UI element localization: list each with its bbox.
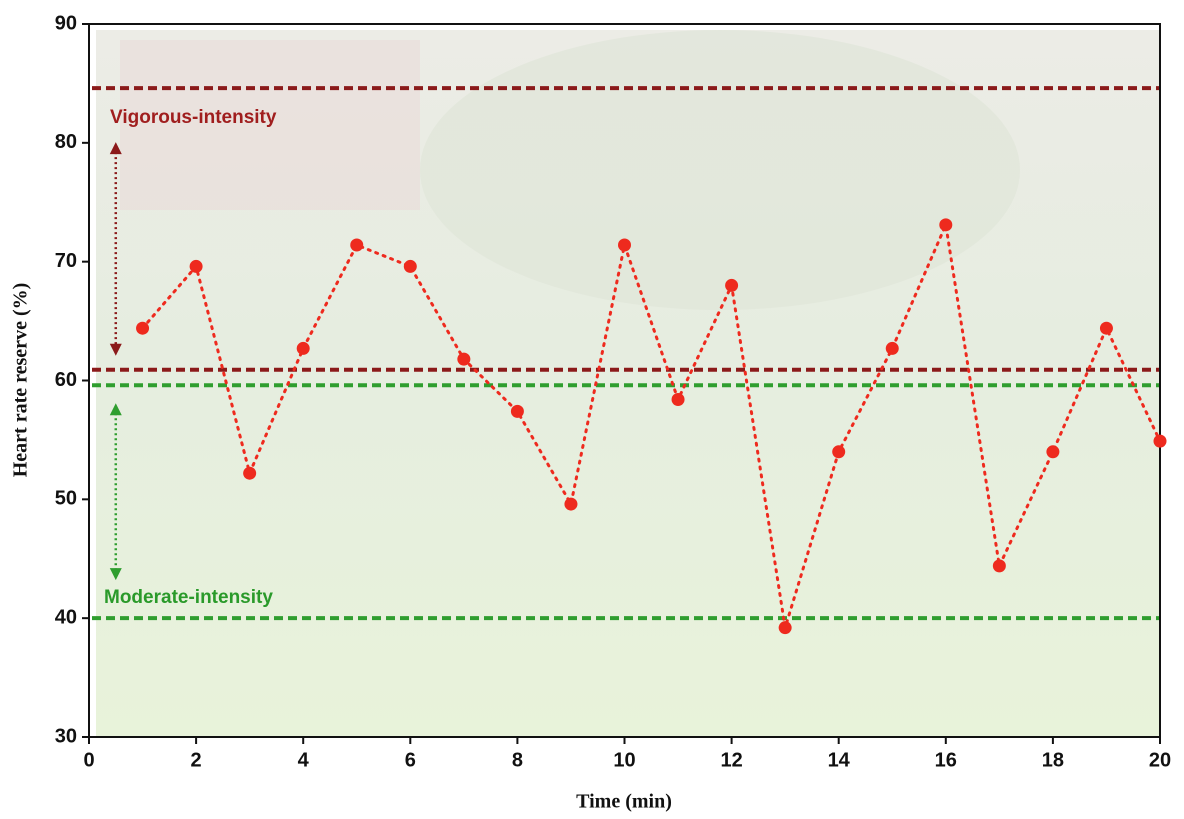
y-tick-label: 70 [55,250,77,272]
data-point [564,498,577,511]
data-point [297,342,310,355]
data-point [350,239,363,252]
data-point [1046,445,1059,458]
background-trees [420,30,1020,310]
data-point [886,342,899,355]
data-point [457,353,470,366]
data-point [779,621,792,634]
y-tick-label: 30 [55,725,77,747]
data-point [243,467,256,480]
y-tick-label: 40 [55,606,77,628]
x-tick-label: 4 [298,749,310,771]
y-tick-label: 50 [55,488,77,510]
x-tick-label: 2 [191,749,202,771]
x-tick-label: 10 [613,749,635,771]
data-point [1154,435,1167,448]
data-point [618,239,631,252]
x-tick-label: 14 [828,749,851,771]
y-tick-label: 60 [55,369,77,391]
annotation: Moderate-intensity [104,587,273,608]
x-tick-label: 0 [83,749,94,771]
data-point [939,218,952,231]
x-tick-label: 12 [720,749,742,771]
annotation: Vigorous-intensity [110,107,277,128]
data-point [136,322,149,335]
data-point [404,260,417,273]
x-tick-label: 6 [405,749,416,771]
x-tick-label: 16 [935,749,957,771]
y-tick-label: 80 [55,131,77,153]
data-point [672,393,685,406]
data-point [993,559,1006,572]
x-tick-label: 8 [512,749,523,771]
x-tick-label: 20 [1149,749,1171,771]
data-point [511,405,524,418]
data-point [725,279,738,292]
data-point [832,445,845,458]
data-point [190,260,203,273]
y-axis-title: Heart rate reserve (%) [10,283,32,478]
x-tick-label: 18 [1042,749,1064,771]
data-point [1100,322,1113,335]
x-axis-title: Time (min) [576,791,672,813]
y-tick-label: 90 [55,12,77,34]
chart: Vigorous-intensity Moderate-intensity Ti… [0,0,1184,819]
